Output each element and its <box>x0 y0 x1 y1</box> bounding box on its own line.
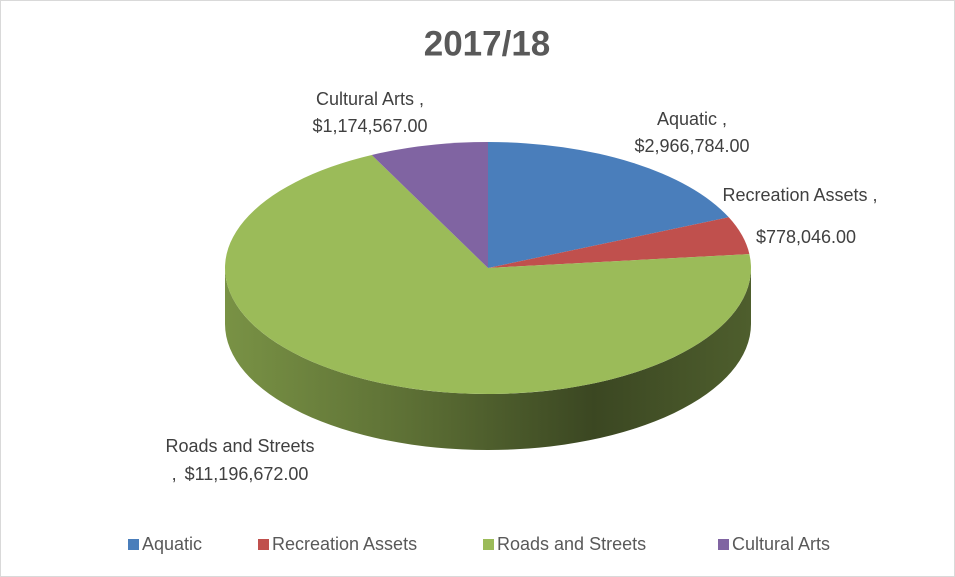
data-label-category: Recreation Assets <box>722 185 867 205</box>
data-label-category: Aquatic <box>657 109 717 129</box>
legend-text: Aquatic <box>142 534 202 554</box>
data-label-value: $778,046.00 <box>756 227 856 247</box>
data-label-separator: , <box>722 109 727 129</box>
data-label-separator: , <box>873 185 878 205</box>
legend-text: Recreation Assets <box>272 534 417 554</box>
data-label-amount: $2,966,784.00 <box>634 136 749 156</box>
data-label-category: Roads and Streets <box>165 436 314 456</box>
legend-swatch <box>718 539 729 550</box>
data-label-name: Recreation Assets, <box>722 185 877 205</box>
legend-swatch <box>483 539 494 550</box>
data-label-name: Roads and Streets <box>165 436 314 456</box>
legend-swatch <box>128 539 139 550</box>
pie-slice <box>225 154 751 395</box>
chart-title: 2017/18 <box>424 24 551 63</box>
data-label-value: , $11,196,672.00 <box>172 464 309 484</box>
pie-tops <box>225 142 751 395</box>
data-label-value: $1,174,567.00 <box>312 116 427 136</box>
data-labels: Aquatic , $2,966,784.00 Recreation Assets , $… <box>165 89 877 484</box>
data-label-value: $2,966,784.00 <box>634 136 749 156</box>
pie-slice-side <box>225 268 751 450</box>
pie-slice <box>488 142 729 268</box>
data-label-amount: $1,174,567.00 <box>312 116 427 136</box>
data-label-separator: , <box>419 89 424 109</box>
pie-slice <box>488 217 750 268</box>
data-label-category: Cultural Arts <box>316 89 414 109</box>
pie-slice <box>371 142 488 268</box>
data-label-separator: , <box>172 464 177 484</box>
data-label-name: Cultural Arts, <box>316 89 424 109</box>
legend-swatch <box>258 539 269 550</box>
legend: Aquatic Recreation Assets Roads and Street… <box>128 534 830 554</box>
pie-sides <box>225 268 751 450</box>
data-label-name: Aquatic, <box>657 109 727 129</box>
legend-text: Roads and Streets <box>497 534 646 554</box>
data-label-amount: $11,196,672.00 <box>185 464 309 484</box>
data-label-amount: $778,046.00 <box>756 227 856 247</box>
legend-text: Cultural Arts <box>732 534 830 554</box>
